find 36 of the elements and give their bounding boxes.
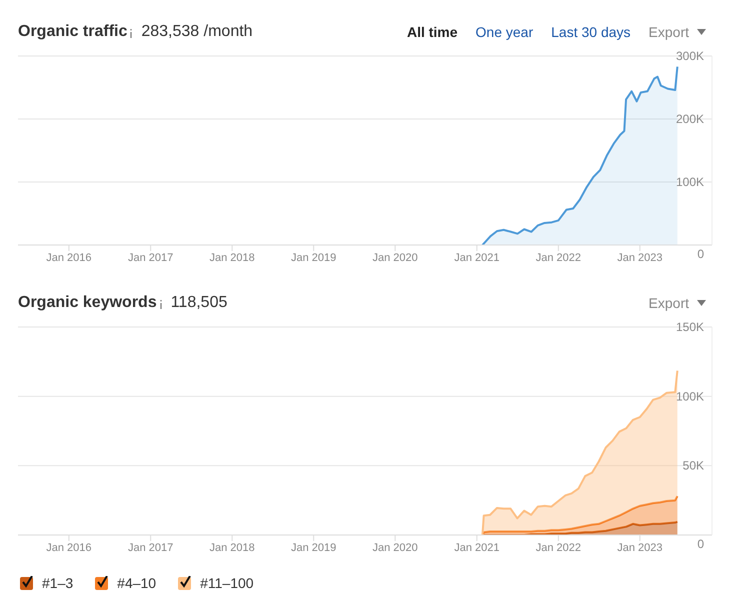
y-tick-label: 200K [676, 112, 704, 126]
x-tick-label: Jan 2023 [617, 252, 663, 264]
y-tick-label: 100K [676, 175, 704, 189]
chart-title: Organic traffic [18, 23, 128, 41]
x-tick-label: Jan 2022 [536, 542, 582, 554]
y-tick-label: 50K [682, 458, 704, 473]
chart-subtitle: 283,538 /month [141, 23, 253, 41]
text: All time [406, 24, 458, 40]
y-tick-label: 100K [676, 389, 704, 404]
text: Export [648, 24, 689, 40]
x-tick-label: Jan 2018 [210, 542, 255, 554]
chart-title: Organic keywords [18, 294, 157, 312]
text: One year [476, 24, 534, 40]
x-tick-label: Jan 2021 [454, 252, 500, 264]
y-tick-label: 0 [697, 537, 704, 551]
x-tick-label: Jan 2023 [617, 542, 663, 554]
legend-label: #1–3 [42, 575, 74, 591]
text: Export [648, 295, 689, 311]
x-tick-label: Jan 2020 [372, 542, 418, 554]
text: Last 30 days [551, 24, 631, 40]
legend-label: #11–100 [200, 575, 254, 591]
x-tick-label: Jan 2016 [46, 542, 92, 554]
x-tick-label: Jan 2019 [291, 252, 336, 264]
x-tick-label: Jan 2019 [291, 542, 336, 554]
x-tick-label: Jan 2020 [372, 252, 418, 264]
x-tick-label: Jan 2016 [46, 252, 92, 264]
x-tick-label: Jan 2018 [210, 252, 255, 264]
y-tick-label: 150K [676, 320, 704, 334]
legend-label: #4–10 [117, 575, 156, 591]
y-tick-label: 300K [676, 49, 704, 63]
x-tick-label: Jan 2021 [454, 542, 500, 554]
x-tick-label: Jan 2022 [536, 252, 582, 264]
y-tick-label: 0 [697, 247, 704, 261]
x-tick-label: Jan 2017 [128, 542, 174, 554]
x-tick-label: Jan 2017 [128, 252, 174, 264]
chart-subtitle: 118,505 [170, 294, 228, 312]
